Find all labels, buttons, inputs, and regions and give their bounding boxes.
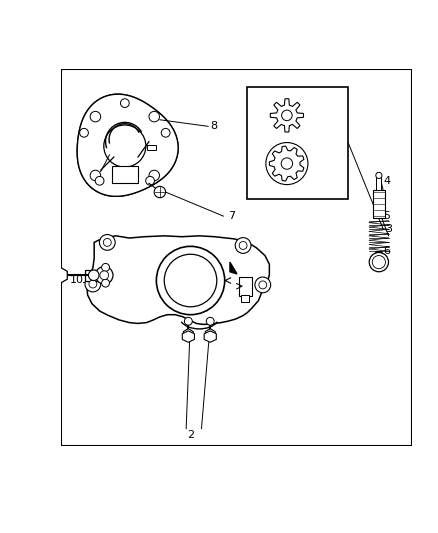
Polygon shape	[184, 329, 193, 340]
Polygon shape	[182, 331, 194, 342]
Polygon shape	[205, 329, 215, 340]
Circle shape	[161, 128, 170, 137]
Bar	[0, 47, 61, 486]
Text: 2: 2	[187, 430, 194, 440]
Polygon shape	[87, 236, 269, 324]
Circle shape	[90, 170, 101, 181]
Polygon shape	[270, 99, 304, 132]
Circle shape	[266, 142, 308, 184]
Text: 4: 4	[383, 176, 390, 186]
Text: 8: 8	[210, 122, 217, 131]
Bar	[247, 87, 348, 199]
Circle shape	[372, 255, 385, 269]
Circle shape	[99, 235, 115, 251]
Circle shape	[88, 270, 99, 280]
Circle shape	[259, 281, 267, 289]
Circle shape	[102, 263, 110, 271]
Polygon shape	[77, 94, 178, 196]
Bar	[85, 270, 110, 281]
Circle shape	[184, 317, 192, 325]
Circle shape	[120, 99, 129, 108]
Polygon shape	[77, 94, 178, 196]
Text: 5: 5	[383, 211, 390, 221]
Bar	[147, 145, 156, 150]
Circle shape	[282, 110, 292, 120]
Polygon shape	[230, 262, 237, 274]
Circle shape	[206, 317, 214, 325]
Text: 3: 3	[385, 224, 392, 235]
Circle shape	[102, 279, 110, 287]
Bar	[0, 446, 438, 486]
Circle shape	[90, 111, 101, 122]
Text: 6: 6	[383, 246, 390, 256]
Circle shape	[95, 266, 113, 284]
Circle shape	[100, 271, 109, 280]
Circle shape	[164, 254, 217, 307]
Text: 10: 10	[70, 274, 84, 285]
Circle shape	[85, 276, 101, 292]
Bar	[61, 69, 412, 446]
Circle shape	[235, 238, 251, 253]
Circle shape	[154, 187, 166, 198]
Circle shape	[149, 170, 159, 181]
Circle shape	[104, 125, 146, 167]
Circle shape	[80, 128, 88, 137]
Polygon shape	[204, 331, 216, 342]
Circle shape	[103, 238, 111, 246]
Bar	[373, 190, 385, 219]
Circle shape	[149, 111, 159, 122]
Polygon shape	[53, 268, 67, 283]
Bar	[241, 295, 249, 302]
Bar	[112, 166, 138, 183]
Circle shape	[156, 246, 225, 314]
Text: 1: 1	[215, 53, 223, 63]
Circle shape	[239, 241, 247, 249]
Bar	[376, 177, 381, 190]
Bar	[239, 277, 252, 296]
Circle shape	[376, 172, 382, 179]
Text: 9: 9	[21, 298, 28, 309]
Text: 7: 7	[228, 211, 235, 221]
Polygon shape	[269, 146, 304, 181]
Circle shape	[95, 176, 104, 185]
Circle shape	[281, 158, 293, 169]
Circle shape	[255, 277, 271, 293]
Circle shape	[146, 176, 155, 185]
Circle shape	[89, 280, 97, 288]
Circle shape	[369, 253, 389, 272]
